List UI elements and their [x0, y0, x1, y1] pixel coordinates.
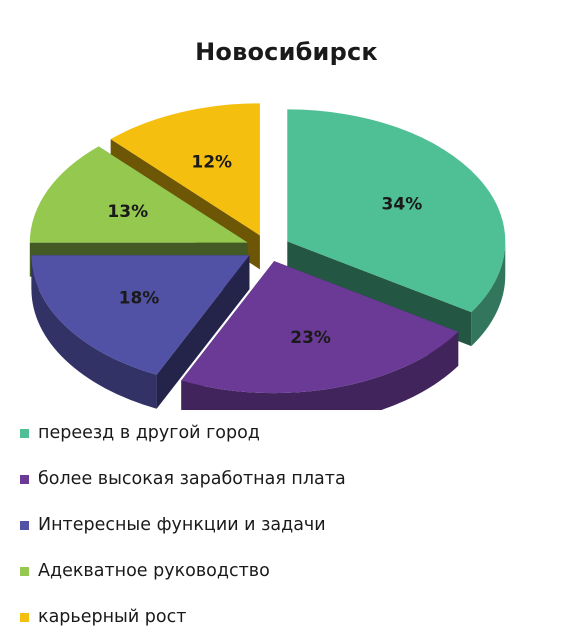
legend: переезд в другой город более высокая зар… [20, 410, 346, 640]
slice-top-face [181, 261, 459, 394]
slice-side-wall [156, 255, 250, 409]
value-label: 23% [290, 328, 331, 348]
legend-item: карьерный рост [20, 594, 346, 640]
slice-outer-wall [31, 255, 157, 409]
legend-item: переезд в другой город [20, 410, 346, 456]
pie-chart: 34% 23% 18% 13% 12% [29, 103, 506, 410]
legend-swatch [20, 566, 29, 576]
slice-outer-wall [181, 331, 459, 410]
legend-item: Интересные функции и задачи [20, 502, 346, 548]
slice-top-face [31, 255, 250, 375]
value-label: 12% [191, 153, 232, 173]
legend-label: переезд в другой город [38, 423, 260, 443]
legend-swatch [20, 520, 29, 530]
legend-swatch [20, 612, 29, 622]
slice-top-face [110, 103, 260, 236]
value-label: 18% [119, 289, 160, 309]
slice-top-face [287, 109, 506, 313]
legend-swatch [20, 474, 29, 484]
legend-item: более высокая заработная плата [20, 456, 346, 502]
slice-top-face [29, 146, 248, 243]
legend-label: Интересные функции и задачи [38, 515, 326, 535]
legend-label: Адекватное руководство [38, 561, 270, 581]
legend-label: карьерный рост [38, 607, 187, 627]
pie-slice [181, 261, 459, 410]
legend-item: Адекватное руководство [20, 548, 346, 594]
legend-label: более высокая заработная плата [38, 469, 346, 489]
value-label: 13% [107, 202, 148, 222]
slice-outer-wall [471, 241, 506, 347]
value-label: 34% [382, 194, 423, 214]
chart-title: Новосибирск [195, 38, 378, 66]
pie-slice [31, 255, 250, 409]
legend-swatch [20, 428, 29, 438]
